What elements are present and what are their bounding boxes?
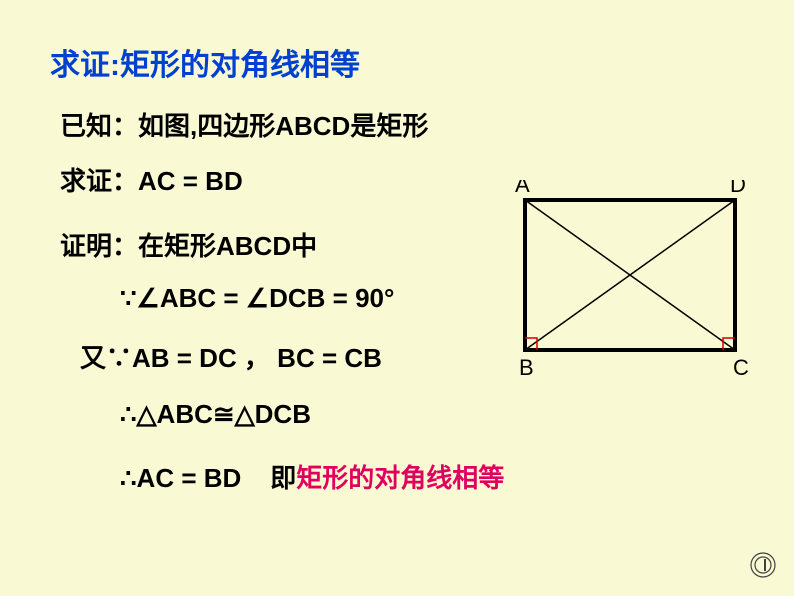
svg-text:C: C — [733, 355, 749, 380]
given-statement: 已知：如图,四边形ABCD是矩形 — [40, 106, 794, 143]
proof-step-3: ∴△ABC≅△DCB — [40, 399, 794, 430]
next-slide-icon[interactable] — [750, 552, 776, 578]
rectangle-diagram: A D B C — [505, 180, 755, 380]
proof-step-4: ∴AC = BD 即矩形的对角线相等 — [40, 458, 794, 495]
conclusion-text: 矩形的对角线相等 — [296, 463, 504, 493]
proof-title: 求证:矩形的对角线相等 — [40, 40, 794, 84]
svg-text:B: B — [519, 355, 534, 380]
conclusion-ie: 即 — [270, 463, 296, 493]
conclusion-equation: ∴AC = BD — [120, 463, 241, 493]
svg-text:A: A — [515, 180, 530, 197]
svg-text:D: D — [730, 180, 746, 197]
